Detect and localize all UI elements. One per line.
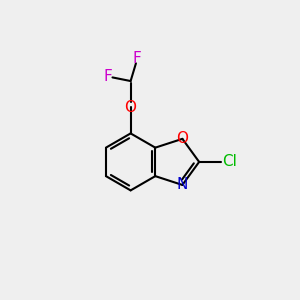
Text: N: N [177, 177, 188, 192]
Text: Cl: Cl [222, 154, 237, 169]
Text: F: F [103, 69, 112, 84]
Text: F: F [133, 51, 142, 66]
Text: O: O [176, 131, 188, 146]
Text: O: O [124, 100, 136, 115]
